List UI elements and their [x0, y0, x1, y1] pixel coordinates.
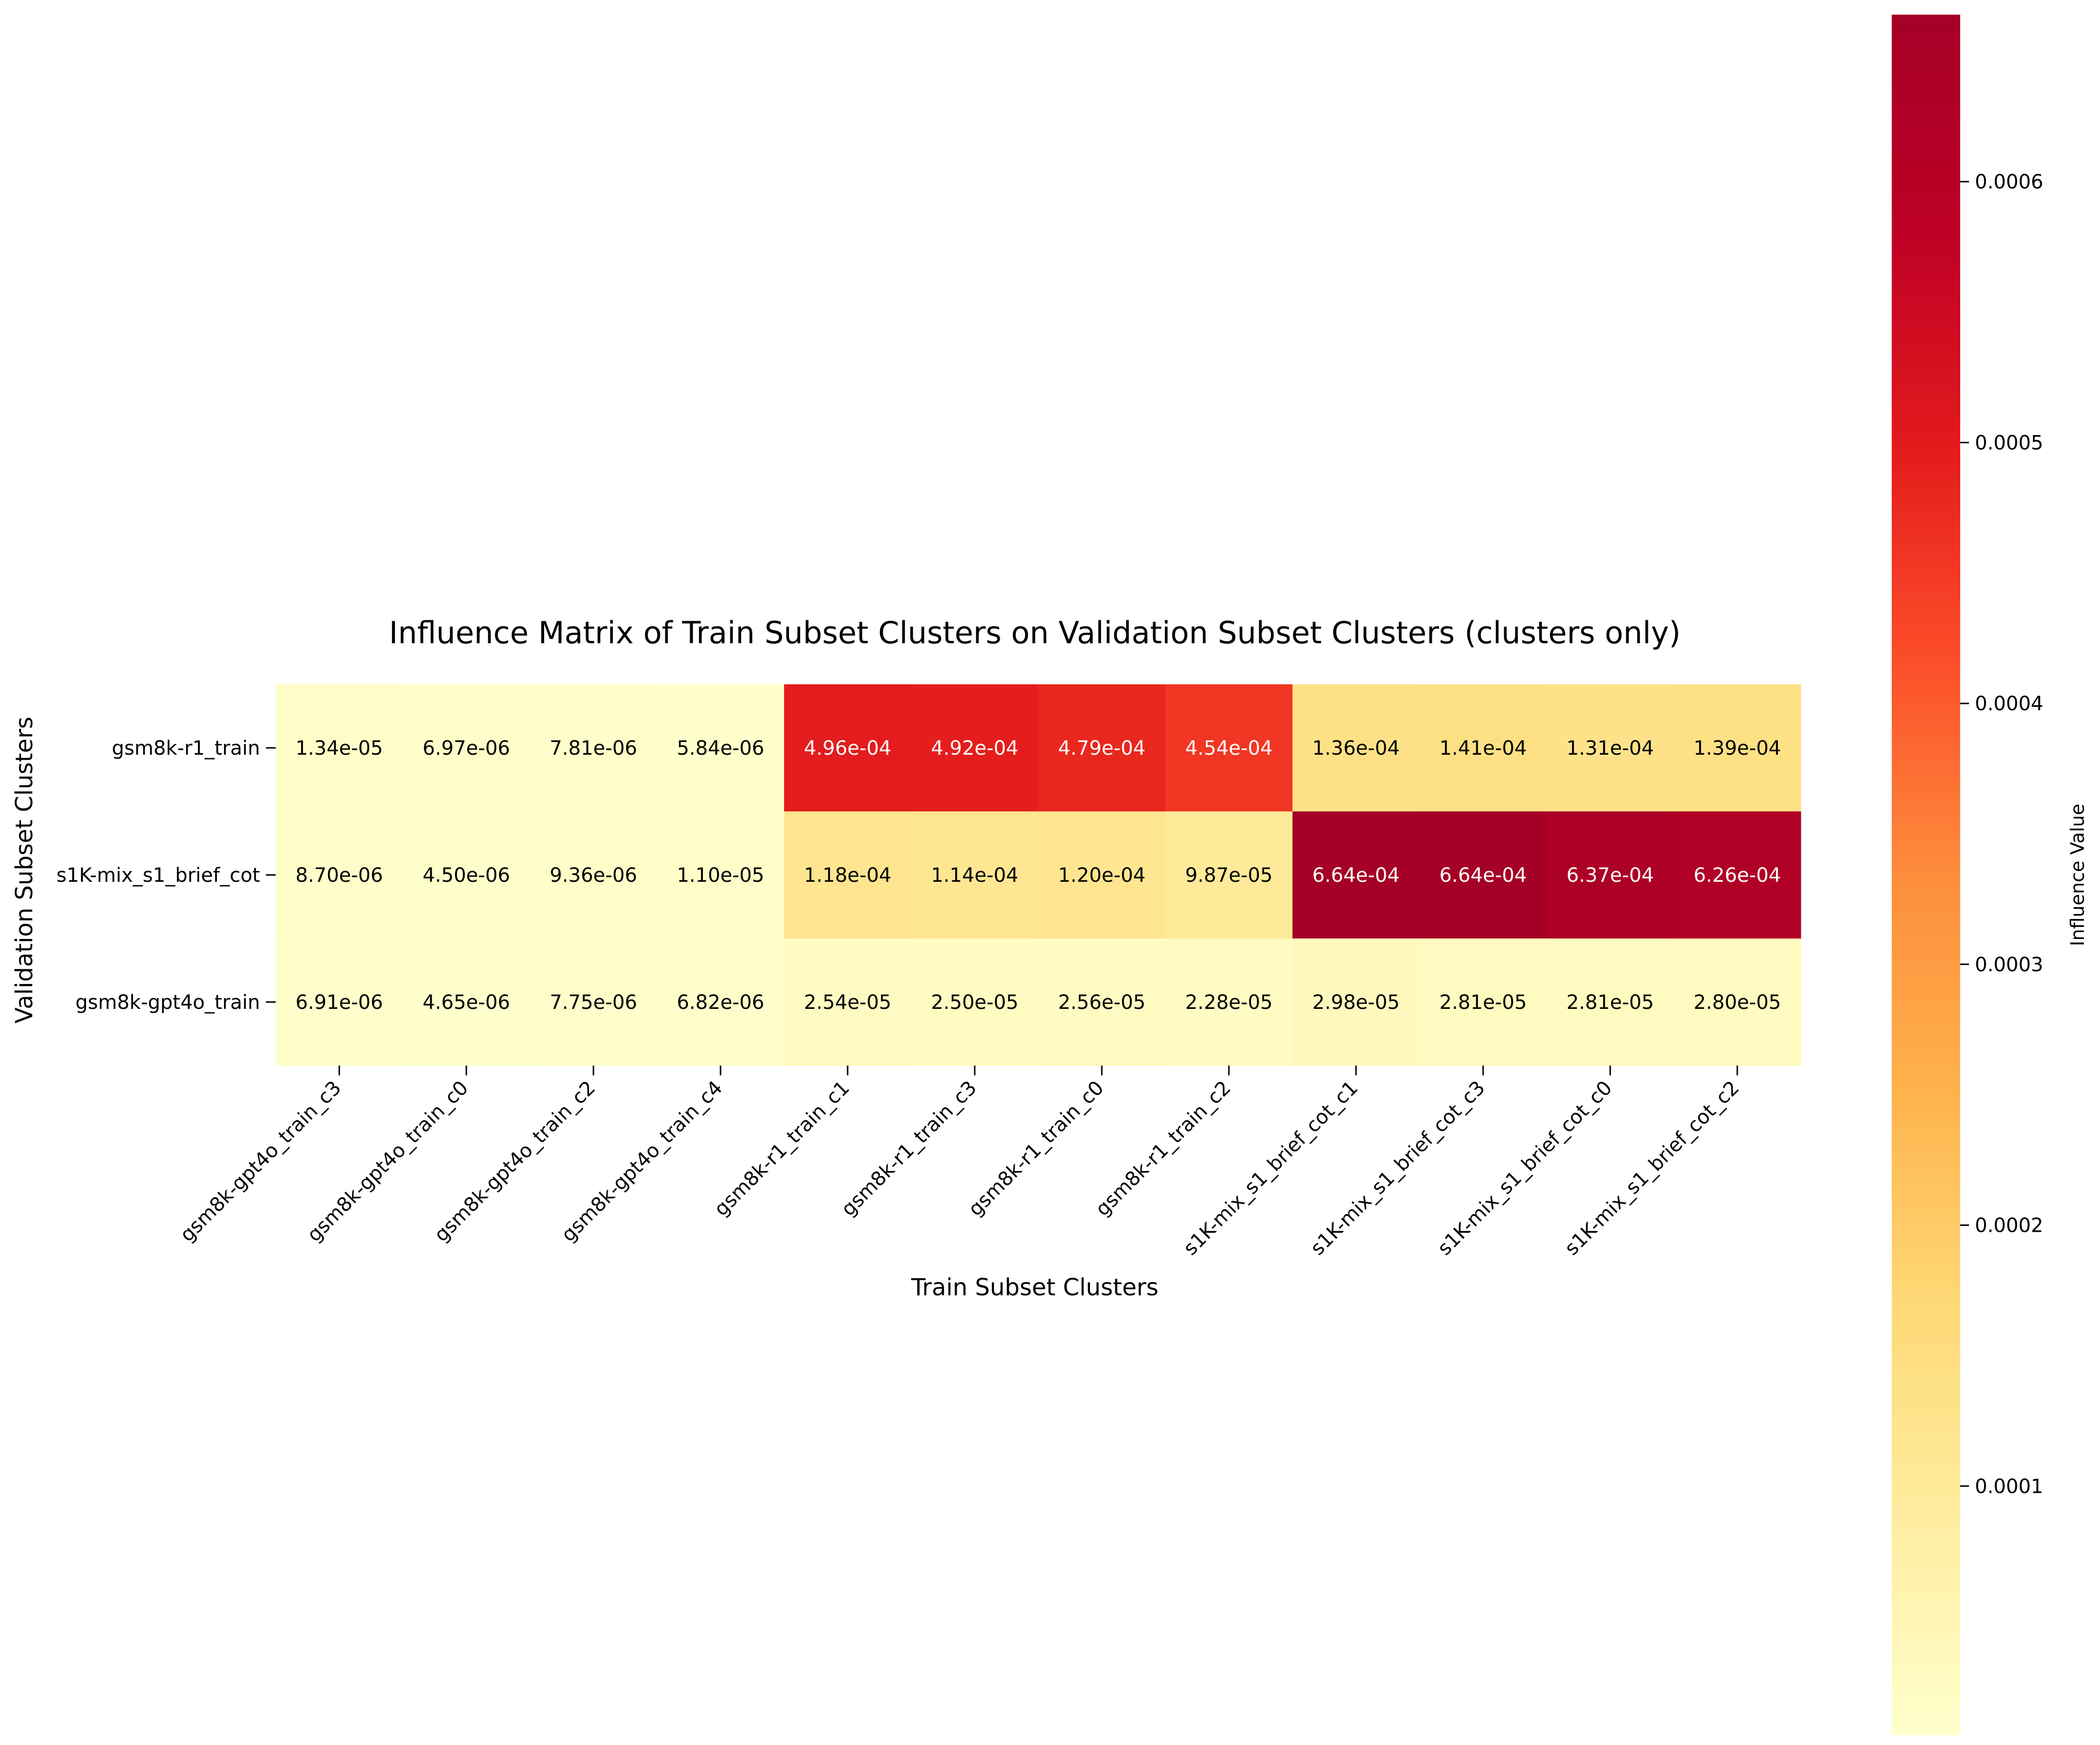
chart-title: Influence Matrix of Train Subset Cluster… — [389, 615, 1681, 651]
heatmap-cell-label: 6.64e-04 — [1439, 864, 1527, 887]
heatmap-cell-label: 7.75e-06 — [549, 991, 637, 1014]
heatmap-cell — [657, 811, 785, 939]
heatmap-cell-label: 1.10e-05 — [677, 864, 764, 887]
heatmap-cell — [784, 938, 912, 1066]
colorbar-tick-label: 0.0002 — [1975, 1215, 2043, 1237]
heatmap-cell — [1674, 684, 1801, 812]
heatmap-cell-label: 6.82e-06 — [677, 991, 764, 1014]
heatmap-cell — [1547, 811, 1674, 939]
heatmap-cell-label: 1.41e-04 — [1439, 737, 1527, 760]
heatmap-cell-label: 4.50e-06 — [422, 864, 510, 887]
heatmap-cell-label: 4.92e-04 — [931, 737, 1018, 760]
heatmap-cell-label: 6.97e-06 — [422, 737, 510, 760]
heatmap-cell — [530, 938, 657, 1066]
heatmap-cell — [657, 938, 785, 1066]
heatmap-cell — [1547, 938, 1674, 1066]
colorbar-tick-label: 0.0006 — [1975, 171, 2043, 194]
heatmap-cell-label: 4.54e-04 — [1185, 737, 1272, 760]
heatmap-cell-label: 1.36e-04 — [1312, 737, 1400, 760]
heatmap-cell-label: 5.84e-06 — [677, 737, 764, 760]
heatmap-cell — [1420, 684, 1547, 812]
heatmap-cell — [276, 684, 403, 812]
heatmap-cell-label: 4.79e-04 — [1058, 737, 1145, 760]
heatmap-cell — [784, 811, 912, 939]
x-axis-label: Train Subset Clusters — [911, 1274, 1159, 1301]
heatmap-cell-label: 1.18e-04 — [804, 864, 891, 887]
heatmap-cell — [1674, 811, 1801, 939]
heatmap-cell-label: 1.34e-05 — [295, 737, 383, 760]
y-axis-label: Validation Subset Clusters — [11, 717, 38, 1024]
heatmap-cell-label: 1.39e-04 — [1693, 737, 1781, 760]
heatmap-cell-label: 7.81e-06 — [549, 737, 637, 760]
heatmap-cell — [403, 938, 530, 1066]
heatmap-cell-label: 2.28e-05 — [1185, 991, 1272, 1014]
heatmap-cell-label: 2.50e-05 — [931, 991, 1018, 1014]
heatmap-cell-label: 1.20e-04 — [1058, 864, 1145, 887]
heatmap-cell-label: 2.81e-05 — [1566, 991, 1654, 1014]
heatmap-cell — [1420, 811, 1547, 939]
heatmap-cell — [1292, 811, 1420, 939]
heatmap-cell-label: 2.81e-05 — [1439, 991, 1527, 1014]
x-axis-ticks: gsm8k-gpt4o_train_c3gsm8k-gpt4o_train_c0… — [176, 1066, 1744, 1260]
colorbar — [1892, 15, 1960, 1735]
x-tick-label: gsm8k-r1_train_c2 — [1091, 1077, 1235, 1221]
heatmap-cell-label: 2.56e-05 — [1058, 991, 1145, 1014]
heatmap-cell — [1165, 938, 1293, 1066]
heatmap-cell — [403, 684, 530, 812]
heatmap-cell — [1292, 938, 1420, 1066]
heatmap-cell-labels: 1.34e-05 6.97e-06 7.81e-06 5.84e-06 4.96e-04… — [295, 737, 1781, 1014]
heatmap-cell — [1292, 684, 1420, 812]
colorbar-tick-label: 0.0005 — [1975, 432, 2043, 454]
colorbar-tick-label: 0.0003 — [1975, 954, 2043, 976]
colorbar-tick-label: 0.0004 — [1975, 693, 2043, 715]
y-tick-label: gsm8k-gpt4o_train — [75, 991, 260, 1014]
y-tick-label: s1K-mix_s1_brief_cot — [56, 864, 260, 887]
heatmap-cell — [1038, 811, 1166, 939]
heatmap-cell-label: 1.14e-04 — [931, 864, 1018, 887]
heatmap-cell — [1165, 811, 1293, 939]
heatmap-cell — [1674, 938, 1801, 1066]
heatmap-cells — [276, 684, 1801, 1066]
heatmap-cell-label: 2.80e-05 — [1693, 991, 1781, 1014]
heatmap-cell — [1547, 684, 1674, 812]
heatmap-cell — [530, 811, 657, 939]
colorbar-tick-label: 0.0001 — [1975, 1475, 2043, 1498]
heatmap-cell-label: 6.64e-04 — [1312, 864, 1400, 887]
heatmap-cell — [403, 811, 530, 939]
x-tick-label: gsm8k-r1_train_c1 — [710, 1077, 854, 1221]
heatmap-cell-label: 6.91e-06 — [295, 991, 383, 1014]
heatmap-cell-label: 9.36e-06 — [549, 864, 637, 887]
heatmap-cell-label: 2.98e-05 — [1312, 991, 1400, 1014]
x-tick-label: gsm8k-r1_train_c0 — [964, 1077, 1108, 1221]
x-tick-label: gsm8k-r1_train_c3 — [837, 1077, 981, 1221]
heatmap-cell-label: 2.54e-05 — [804, 991, 891, 1014]
heatmap-cell — [1420, 938, 1547, 1066]
heatmap-cell — [911, 811, 1039, 939]
heatmap-cell-label: 4.96e-04 — [804, 737, 891, 760]
y-tick-label: gsm8k-r1_train — [112, 737, 260, 760]
heatmap-cell — [276, 938, 403, 1066]
heatmap-cell — [530, 684, 657, 812]
heatmap-cell-label: 8.70e-06 — [295, 864, 383, 887]
heatmap-cell-label: 6.26e-04 — [1693, 864, 1781, 887]
colorbar-label: Influence Value — [2067, 804, 2088, 946]
heatmap-cell-label: 9.87e-05 — [1185, 864, 1272, 887]
heatmap-cell — [911, 684, 1039, 812]
heatmap-cell — [1038, 938, 1166, 1066]
heatmap-cell-label: 6.37e-04 — [1566, 864, 1654, 887]
heatmap-cell — [911, 938, 1039, 1066]
y-axis-ticks: gsm8k-r1_train s1K-mix_s1_brief_cot gsm8k-… — [56, 737, 276, 1014]
heatmap-cell — [1038, 684, 1166, 812]
heatmap-cell — [657, 684, 785, 812]
heatmap-cell — [276, 811, 403, 939]
colorbar-ticks: 0.0001 0.0002 0.0003 0.0004 0.0005 0.0006 — [1960, 171, 2043, 1498]
heatmap-cell-label: 1.31e-04 — [1566, 737, 1654, 760]
heatmap-cell — [784, 684, 912, 812]
heatmap-cell — [1165, 684, 1293, 812]
heatmap-cell-label: 4.65e-06 — [422, 991, 510, 1014]
